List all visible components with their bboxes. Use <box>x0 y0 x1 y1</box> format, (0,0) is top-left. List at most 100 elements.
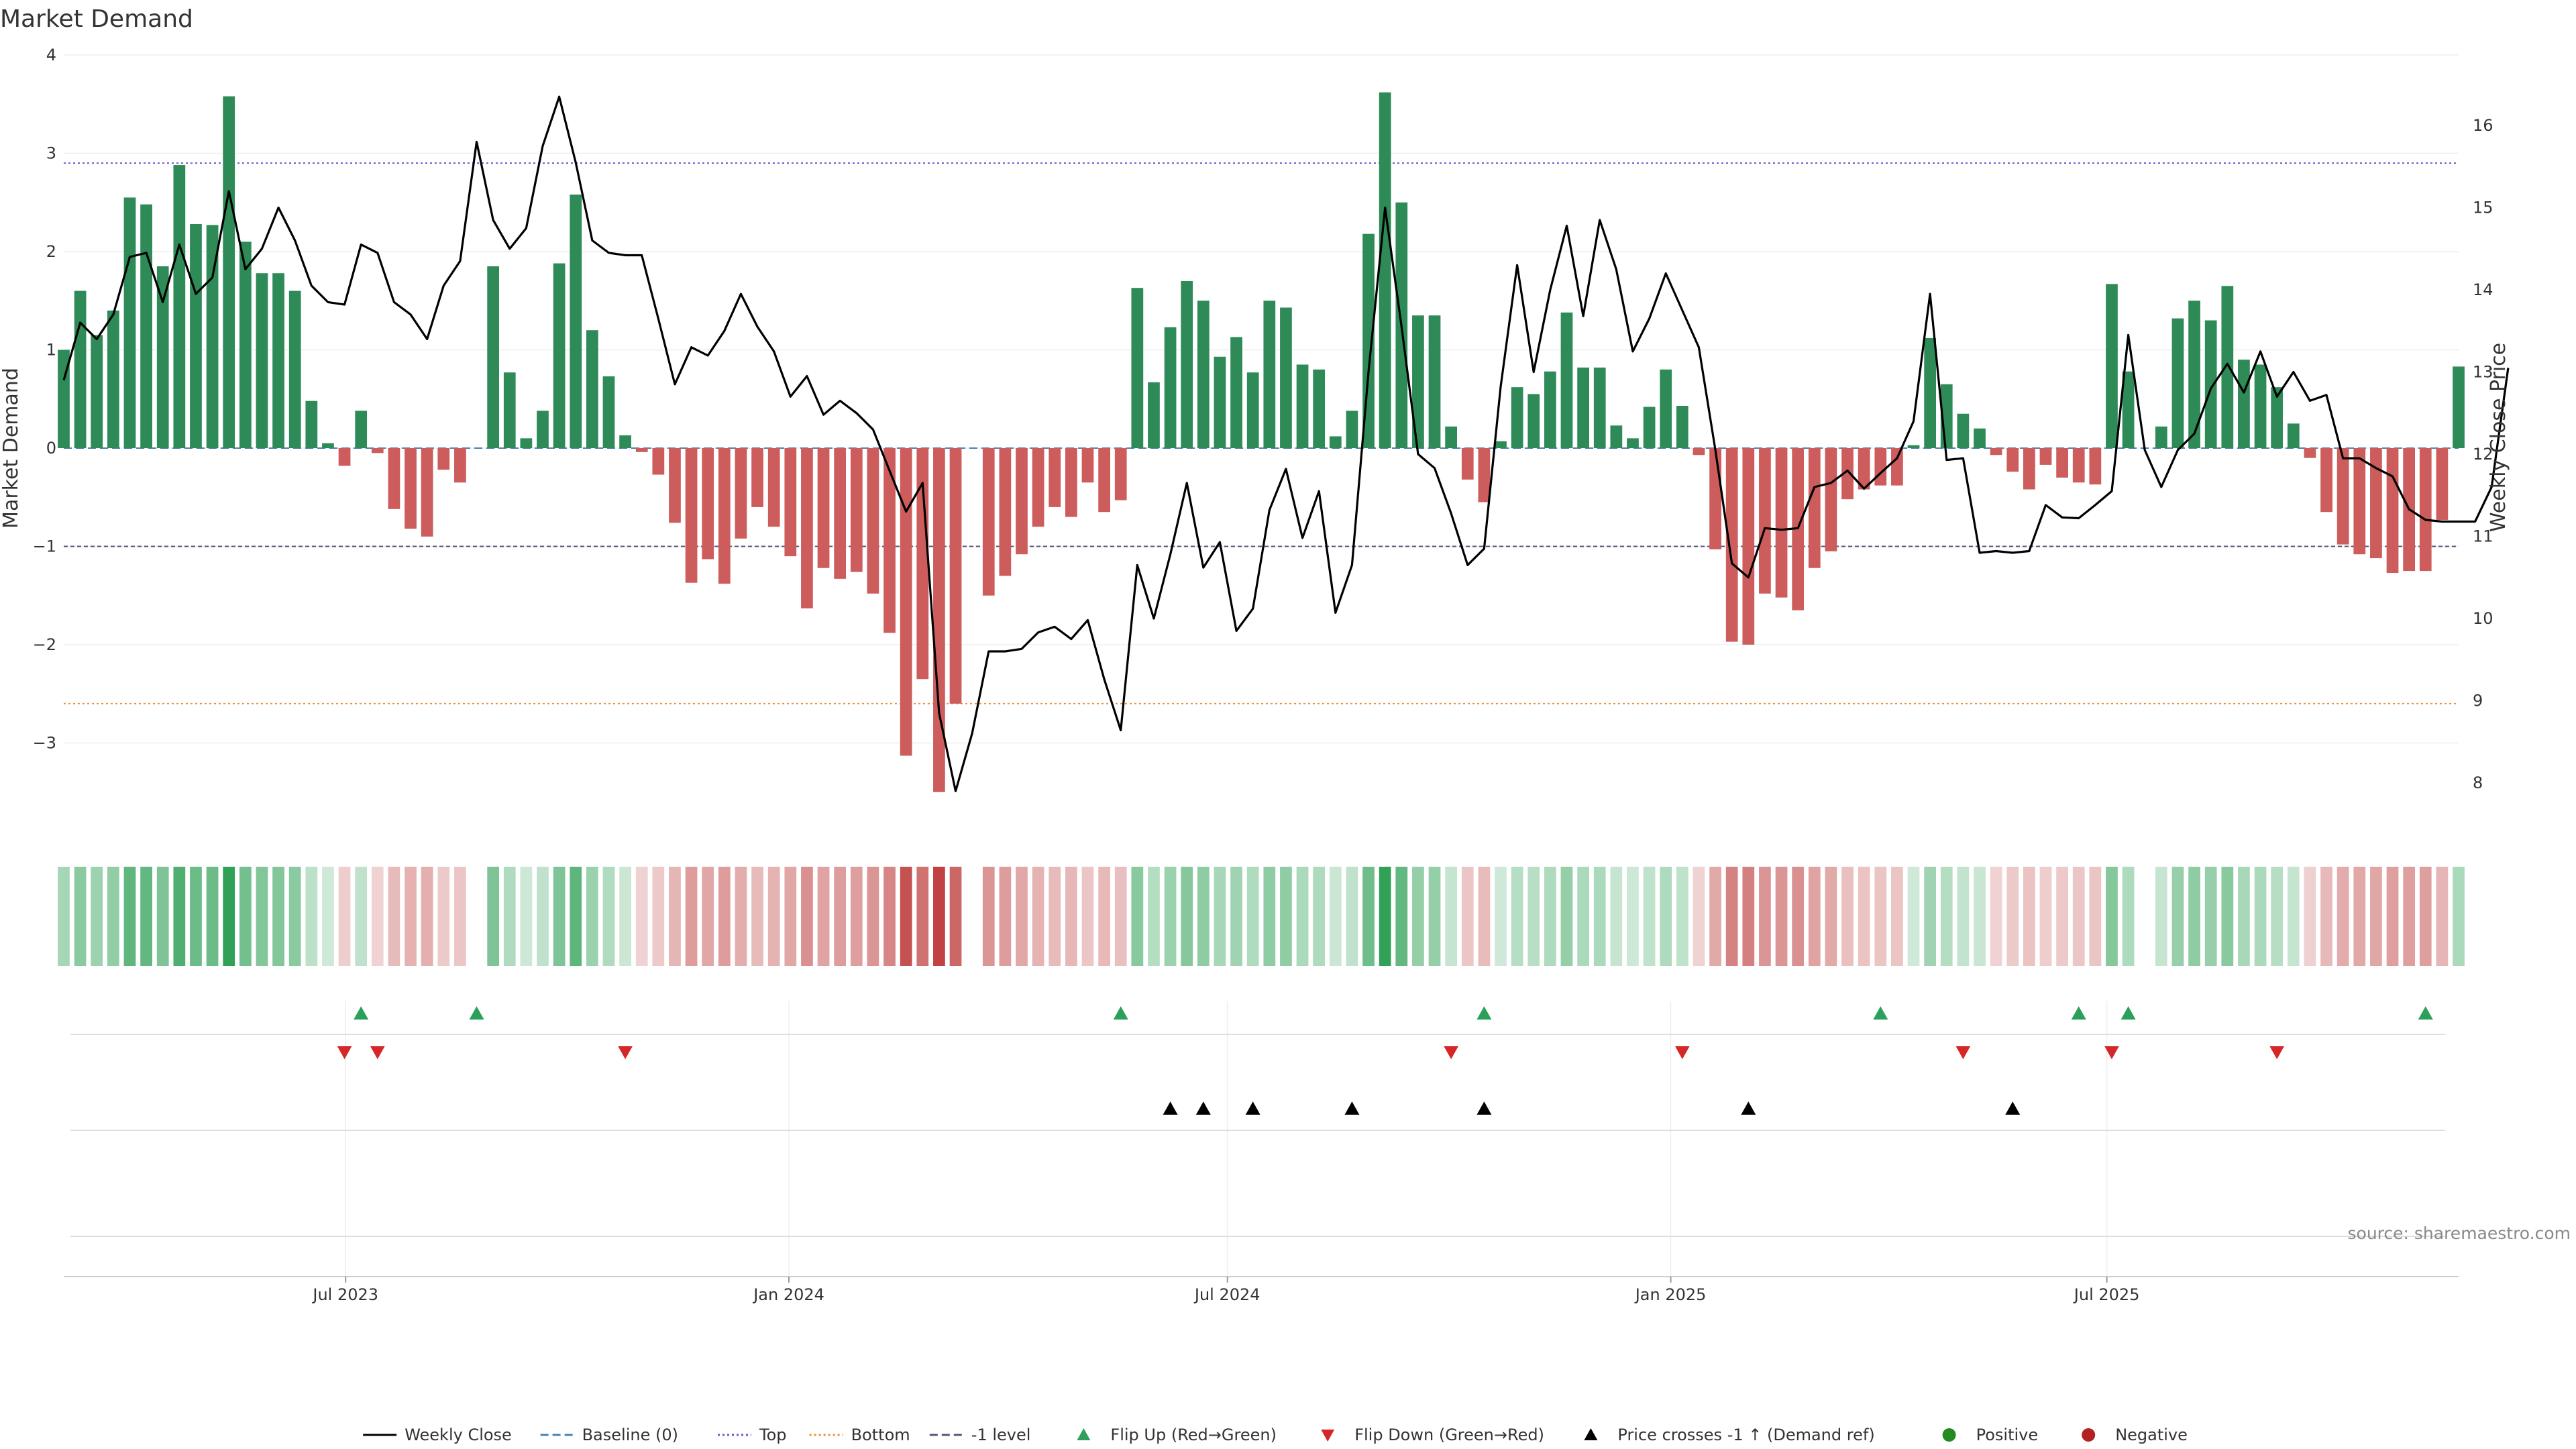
demand-bar <box>1049 448 1061 507</box>
demand-bar <box>2386 448 2399 574</box>
demand-bar <box>2056 448 2068 478</box>
heat-cell <box>1445 867 1458 966</box>
demand-bar <box>107 310 119 448</box>
heat-cell <box>288 867 301 966</box>
heat-cell <box>1825 867 1837 966</box>
demand-bar <box>1676 406 1688 448</box>
heat-cell <box>537 867 549 966</box>
demand-bar <box>1891 448 1903 486</box>
demand-bar <box>503 372 516 448</box>
heat-cell <box>784 867 797 966</box>
demand-bar <box>58 350 70 448</box>
heat-cell <box>982 867 995 966</box>
heat-cell <box>1511 867 1523 966</box>
heat-cell <box>1974 867 1986 966</box>
heat-cell <box>2023 867 2035 966</box>
heat-cell <box>1065 867 1077 966</box>
heat-cell <box>685 867 698 966</box>
demand-bar <box>1379 92 1391 449</box>
heat-cell <box>74 867 87 966</box>
heat-cell <box>1412 867 1424 966</box>
heat-cell <box>1725 867 1738 966</box>
demand-bar <box>2238 360 2250 448</box>
heat-cell <box>867 867 879 966</box>
heat-cell <box>702 867 714 966</box>
flip-up-marker <box>2121 1006 2136 1020</box>
heat-cell <box>1792 867 1805 966</box>
grid <box>64 54 2459 744</box>
heat-cell <box>1131 867 1144 966</box>
heat-cell <box>1660 867 1672 966</box>
heat-cell <box>1197 867 1210 966</box>
demand-bar <box>1577 367 1589 448</box>
y-axis-label: Market Demand <box>0 368 23 529</box>
demand-bar <box>685 448 698 583</box>
heat-cell <box>1841 867 1854 966</box>
heat-cell <box>437 867 450 966</box>
demand-bar <box>1296 364 1309 448</box>
heat-cell <box>586 867 598 966</box>
demand-bar <box>999 448 1012 576</box>
demand-bar <box>1114 448 1127 500</box>
heat-cell <box>1230 867 1242 966</box>
demand-bar <box>437 448 450 470</box>
heat-cell <box>1544 867 1556 966</box>
heat-cell <box>520 867 533 966</box>
demand-bar <box>2271 387 2284 448</box>
heat-cell <box>2106 867 2118 966</box>
heat-cell <box>883 867 896 966</box>
demand-bar <box>1214 356 1226 448</box>
heat-cell <box>1808 867 1821 966</box>
heat-cell <box>454 867 466 966</box>
demand-bar <box>1280 307 1292 448</box>
demand-bar <box>652 448 665 475</box>
heat-cell <box>2304 867 2316 966</box>
legend-label: Flip Down (Green→Red) <box>1354 1426 1544 1444</box>
demand-bar <box>74 290 87 448</box>
demand-bar <box>767 448 780 527</box>
demand-bar <box>2122 371 2135 448</box>
heat-cell <box>2006 867 2019 966</box>
demand-bar <box>702 448 714 559</box>
demand-bar <box>1181 280 1193 448</box>
flip-up-marker <box>1873 1006 1888 1020</box>
y2-tick-label: 13 <box>2473 363 2493 382</box>
heat-cell <box>2353 867 2366 966</box>
y2-tick-label: 15 <box>2473 199 2493 217</box>
price-cross-marker <box>2005 1102 2021 1115</box>
heat-cell <box>619 867 631 966</box>
demand-bar <box>1263 301 1276 448</box>
heat-cell <box>1461 867 1474 966</box>
demand-bar <box>1957 413 1970 448</box>
heat-cell <box>1379 867 1391 966</box>
demand-bar <box>817 448 830 568</box>
heat-cell <box>173 867 186 966</box>
y2-tick-label: 8 <box>2473 773 2483 792</box>
heat-cell <box>2370 867 2382 966</box>
demand-bar <box>1461 448 1474 480</box>
flip-up-marker <box>469 1006 484 1020</box>
demand-bar <box>570 195 582 448</box>
demand-bar <box>2353 448 2366 555</box>
heat-cell <box>1676 867 1688 966</box>
demand-bar <box>1511 387 1523 448</box>
demand-bar <box>1742 448 1755 645</box>
y2-tick-label: 12 <box>2473 445 2493 464</box>
flip-up-marker <box>1477 1006 1492 1020</box>
legend-label: Price crosses -1 ↑ (Demand ref) <box>1617 1426 1874 1444</box>
heat-cell <box>1693 867 1705 966</box>
heat-cell <box>2337 867 2349 966</box>
heat-cell <box>2155 867 2167 966</box>
demand-bar <box>272 273 284 448</box>
x-tick-label: Jul 2024 <box>1193 1285 1260 1304</box>
heat-cell <box>256 867 268 966</box>
demand-bar <box>537 411 549 448</box>
demand-bar <box>2221 286 2234 448</box>
price-line-group <box>62 95 2510 792</box>
demand-bar <box>982 448 995 596</box>
demand-bar <box>1990 448 2002 455</box>
demand-bar <box>1246 372 1259 448</box>
demand-bar <box>1313 369 1326 448</box>
demand-bar <box>2419 448 2432 572</box>
